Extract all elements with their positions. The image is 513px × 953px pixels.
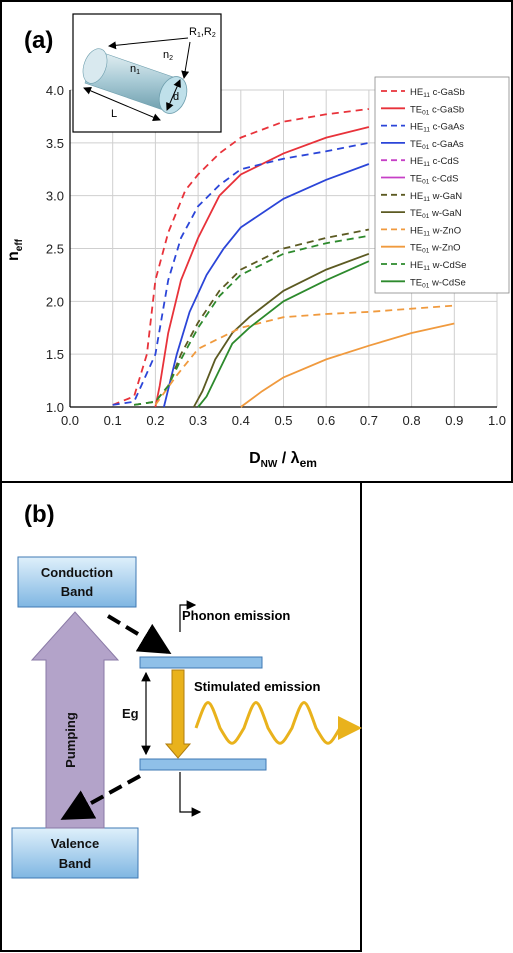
n1-label: n1 xyxy=(130,63,140,76)
legend-entry: TE01 c-CdS xyxy=(410,174,458,186)
nanowire-end-back xyxy=(82,48,108,84)
bandgap-label: Eg xyxy=(122,706,139,721)
series-line-he-w-cdse xyxy=(133,234,370,406)
radius-label: R1,R2 xyxy=(189,26,216,39)
legend-entry: HE11 w-ZnO xyxy=(410,225,461,237)
x-axis-label: DNW / λem xyxy=(249,450,317,470)
y-tick-label: 1.5 xyxy=(46,347,64,362)
valence-band-label-2: Band xyxy=(59,856,92,871)
axes: 0.0 0.1 0.2 0.3 0.4 0.5 0.6 0.7 0.8 0.9 1.0 1.0 1.5 2… xyxy=(46,83,506,428)
y-tick-label: 1.0 xyxy=(46,400,64,415)
x-tick-label: 1.0 xyxy=(488,413,506,428)
series-line-te-c-gasb xyxy=(154,126,370,408)
series-line-te-w-gan xyxy=(193,252,370,408)
pumping-arrow xyxy=(30,611,120,829)
x-tick-label: 0.1 xyxy=(104,413,122,428)
panel-b-label: (b) xyxy=(24,501,55,528)
n2-label: n2 xyxy=(163,49,173,62)
legend-entry: HE11 c-CdS xyxy=(410,156,459,168)
phonon-arrow-top xyxy=(179,600,197,632)
series-line-he-c-gasb xyxy=(112,108,370,406)
x-tick-label: 0.2 xyxy=(146,413,164,428)
y-tick-label: 2.5 xyxy=(46,242,64,257)
series-line-he-w-zno xyxy=(154,304,455,406)
x-tick-label: 0.8 xyxy=(403,413,421,428)
series-line-te-w-zno xyxy=(240,322,455,408)
conduction-band-box xyxy=(17,556,137,608)
series-layer xyxy=(112,108,455,408)
x-tick-label: 0.5 xyxy=(274,413,292,428)
radius-arrow-2 xyxy=(181,41,191,79)
x-tick-label: 0.3 xyxy=(189,413,207,428)
legend: HE11 c-GaSb TE01 c-GaSb HE11 c-GaAs TE01 c-… xyxy=(374,76,510,294)
stimulated-emission-label: Stimulated emission xyxy=(194,679,320,694)
x-tick-label: 0.6 xyxy=(317,413,335,428)
stimulated-transition-arrow xyxy=(164,669,192,759)
legend-entry: TE01 c-GaAs xyxy=(410,139,464,151)
phonon-emission-label: Phonon emission xyxy=(182,608,290,623)
legend-entry: TE01 w-GaN xyxy=(410,208,462,220)
y-tick-label: 3.0 xyxy=(46,189,64,204)
d-label: d xyxy=(173,91,179,103)
x-tick-label: 0.9 xyxy=(445,413,463,428)
upper-level xyxy=(139,656,263,669)
lower-level xyxy=(139,758,267,771)
conduction-band-label: Conduction xyxy=(41,565,113,580)
legend-entry: HE11 c-GaAs xyxy=(410,122,465,134)
y-axis-label: neff xyxy=(5,238,25,261)
legend-entry: HE11 c-GaSb xyxy=(410,87,465,99)
series-line-te-c-gaas xyxy=(163,163,370,408)
legend-entry: TE01 c-GaSb xyxy=(410,104,464,116)
valence-band-label: Valence xyxy=(51,836,99,851)
panel-a-label: (a) xyxy=(24,27,53,54)
x-tick-label: 0.4 xyxy=(232,413,250,428)
pumping-label: Pumping xyxy=(63,712,78,768)
y-tick-label: 2.0 xyxy=(46,294,64,309)
diameter-arrow xyxy=(166,79,181,111)
legend-entry: TE01 w-ZnO xyxy=(410,243,461,255)
length-arrow xyxy=(83,87,161,121)
legend-entry: HE11 w-CdSe xyxy=(410,260,466,272)
legend-entry: HE11 w-GaN xyxy=(410,191,462,203)
y-tick-label: 4.0 xyxy=(46,83,64,98)
series-line-he-w-gan xyxy=(133,228,370,406)
phonon-arrow-bottom xyxy=(179,772,202,817)
x-tick-label: 0.0 xyxy=(61,413,79,428)
photon-wave xyxy=(194,701,362,745)
energy-diagram: Conduction Band Valence Band Pumping Pho… xyxy=(11,556,362,879)
L-label: L xyxy=(111,108,117,120)
relaxation-arrow-top xyxy=(106,614,172,655)
legend-entry: TE01 w-CdSe xyxy=(410,277,466,289)
series-line-he-c-gaas xyxy=(112,141,370,406)
nanowire-inset: R1,R2 n2 n1 d L xyxy=(72,13,222,133)
radius-arrow xyxy=(108,37,189,50)
x-tick-label: 0.7 xyxy=(360,413,378,428)
relaxation-arrow-bottom xyxy=(60,774,141,820)
y-tick-label: 3.5 xyxy=(46,136,64,151)
conduction-band-label-2: Band xyxy=(61,584,94,599)
legend-box xyxy=(374,76,510,294)
series-line-te-w-cdse xyxy=(197,260,370,408)
